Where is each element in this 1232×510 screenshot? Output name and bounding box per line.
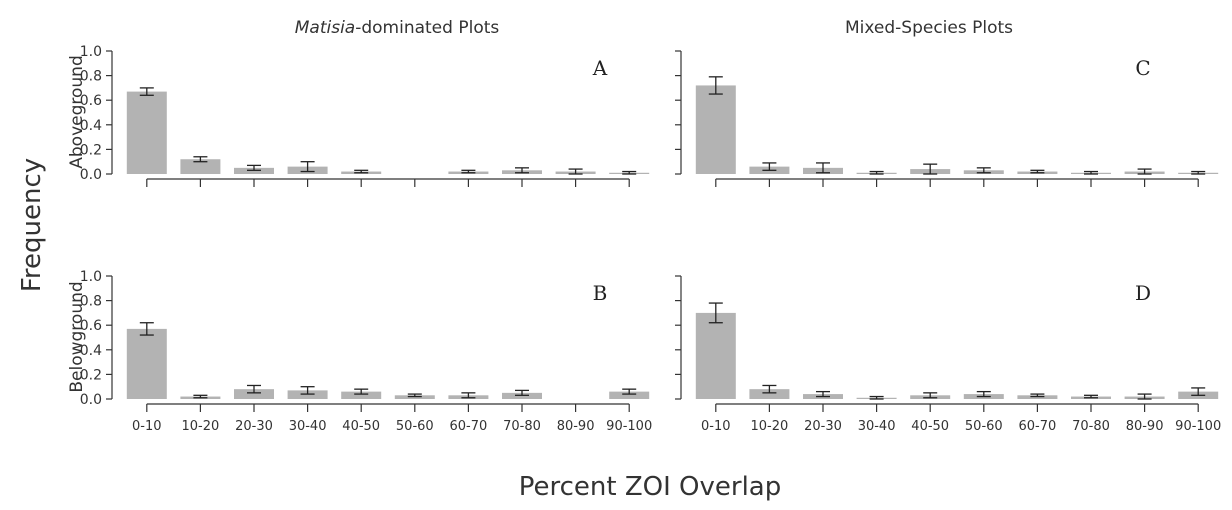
y-tick-label: 0.4	[80, 118, 102, 134]
x-tick-label: 40-50	[911, 419, 949, 434]
x-tick-label: 80-90	[557, 419, 595, 434]
bar	[126, 91, 167, 174]
x-tick-label: 90-100	[606, 419, 652, 434]
panel-letter: B	[593, 281, 608, 305]
x-tick-label: 60-70	[1019, 419, 1057, 434]
panel-letter: C	[1135, 56, 1150, 80]
y-tick-label: 0.8	[80, 69, 102, 85]
bar	[749, 389, 790, 399]
col-title-mixed: Mixed-Species Plots	[845, 18, 1013, 38]
y-tick-label: 1.0	[80, 44, 102, 60]
bar	[126, 328, 167, 399]
panel-b: 0.0 0.2 0.4 0.6 0.8 1.0 0-10 10-20 20-30 30-40 40-…	[80, 269, 652, 434]
x-tick-label: 70-80	[1072, 419, 1110, 434]
x-tick-label: 0-10	[132, 419, 162, 434]
y-tick-label: 0.8	[80, 294, 102, 310]
x-tick-label: 80-90	[1126, 419, 1164, 434]
row-label-aboveground: Aboveground	[67, 55, 87, 169]
col-title-matisia-genus: Matisia	[295, 18, 355, 38]
bar	[695, 85, 736, 174]
x-tick-label: 40-50	[342, 419, 380, 434]
bar	[234, 389, 274, 399]
panel-letter: A	[592, 56, 608, 80]
panel-letter: D	[1135, 281, 1151, 305]
bar	[341, 391, 382, 399]
x-tick-label: 30-40	[289, 419, 327, 434]
col-title-matisia: Matisia-dominated Plots	[295, 18, 500, 38]
x-tick-label: 70-80	[503, 419, 541, 434]
y-tick-label: 1.0	[80, 269, 102, 285]
x-tick-label: 20-30	[235, 419, 273, 434]
y-axis-label: Frequency	[17, 158, 47, 292]
panels: 0.0 0.2 0.4 0.6 0.8 1.0 A 0.0 0.2 0.4 0.6 0.8 1.0 0-1…	[80, 44, 1221, 434]
x-tick-label: 10-20	[751, 419, 789, 434]
x-tick-label: 50-60	[396, 419, 434, 434]
x-tick-label: 60-70	[450, 419, 488, 434]
y-tick-label: 0.2	[80, 367, 102, 383]
bar	[609, 391, 650, 399]
y-tick-label: 0.6	[80, 93, 102, 109]
panel-a: 0.0 0.2 0.4 0.6 0.8 1.0 A	[80, 44, 650, 187]
x-tick-label: 90-100	[1175, 419, 1221, 434]
y-tick-label: 0.4	[80, 343, 102, 359]
x-tick-label: 20-30	[804, 419, 842, 434]
bar	[695, 312, 736, 399]
x-tick-label: 10-20	[182, 419, 220, 434]
panel-c: C	[675, 50, 1219, 187]
col-title-matisia-suffix: -dominated Plots	[355, 18, 499, 38]
y-tick-label: 0.2	[80, 142, 102, 158]
x-tick-label: 30-40	[858, 419, 896, 434]
x-tick-label: 0-10	[701, 419, 731, 434]
panel-d: 0-10 10-20 20-30 30-40 40-50 50-60 60-70 70-80 8…	[675, 275, 1221, 434]
x-tick-label: 50-60	[965, 419, 1003, 434]
row-label-belowground: Belowground	[67, 281, 87, 392]
y-tick-label: 0.0	[80, 167, 102, 183]
y-tick-label: 0.6	[80, 318, 102, 334]
bar	[180, 159, 221, 174]
y-tick-label: 0.0	[80, 392, 102, 408]
x-axis-label: Percent ZOI Overlap	[519, 472, 782, 502]
